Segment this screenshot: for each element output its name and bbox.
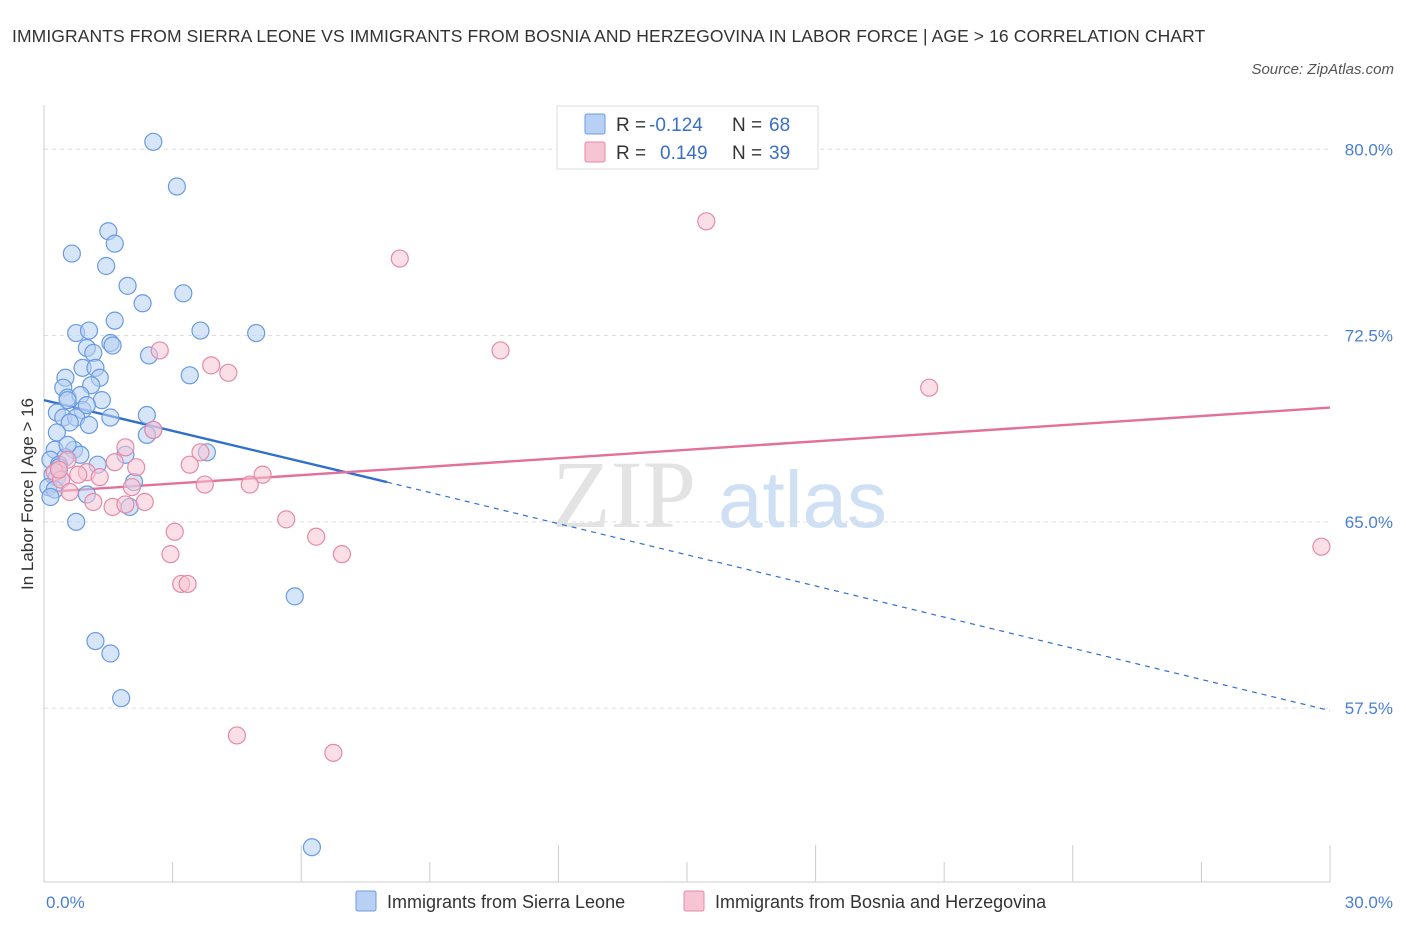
y-tick-label-3: 57.5% bbox=[1345, 699, 1393, 718]
point-bosnia-7 bbox=[144, 420, 163, 440]
point-sierra-leone-5 bbox=[97, 256, 116, 276]
watermark-atlas: atlas bbox=[718, 455, 887, 544]
point-bosnia-31 bbox=[161, 545, 180, 564]
stats-r-value-blue: -0.124 bbox=[649, 115, 703, 136]
point-bosnia-30 bbox=[307, 527, 326, 546]
series-bosnia bbox=[45, 212, 1331, 762]
trend-line-sierra-leone-extension bbox=[386, 481, 1331, 712]
y-axis-title: In Labor Force | Age > 16 bbox=[18, 398, 37, 590]
stats-n-label-pink: N = bbox=[732, 143, 762, 164]
point-sierra-leone-3 bbox=[105, 234, 124, 253]
legend-label-sierra-leone: Immigrants from Sierra Leone bbox=[387, 892, 625, 912]
point-sierra-leone-57 bbox=[41, 487, 60, 507]
point-bosnia-9 bbox=[191, 443, 210, 462]
x-ticks bbox=[43, 845, 1331, 882]
series-legend: Immigrants from Sierra Leone Immigrants … bbox=[355, 890, 1047, 912]
point-bosnia-37 bbox=[324, 743, 343, 762]
stats-legend: R = -0.124 N = 68 R = 0.149 N = 39 bbox=[556, 105, 819, 170]
point-sierra-leone-4 bbox=[62, 244, 81, 263]
stats-r-value-pink: 0.149 bbox=[660, 143, 708, 164]
point-bosnia-16 bbox=[69, 465, 88, 484]
point-bosnia-5 bbox=[219, 363, 238, 382]
point-sierra-leone-67 bbox=[77, 395, 96, 415]
point-bosnia-2 bbox=[491, 341, 510, 360]
point-bosnia-25 bbox=[135, 492, 154, 512]
trend-line-sierra-leone bbox=[43, 398, 388, 484]
point-sierra-leone-62 bbox=[101, 644, 120, 663]
stats-swatch-blue bbox=[584, 113, 606, 135]
stats-r-label-pink: R = bbox=[616, 143, 646, 164]
y-tick-label-2: 65.0% bbox=[1345, 513, 1393, 532]
point-bosnia-35 bbox=[1312, 537, 1331, 556]
point-bosnia-11 bbox=[105, 453, 124, 472]
point-sierra-leone-16 bbox=[84, 343, 103, 363]
point-sierra-leone-39 bbox=[47, 423, 66, 442]
point-bosnia-23 bbox=[60, 482, 79, 502]
point-sierra-leone-8 bbox=[174, 284, 193, 303]
legend-label-bosnia: Immigrants from Bosnia and Herzegovina bbox=[715, 892, 1047, 912]
legend-swatch-sierra-leone bbox=[355, 890, 377, 912]
point-sierra-leone-60 bbox=[285, 587, 304, 606]
point-bosnia-24 bbox=[84, 492, 103, 512]
point-sierra-leone-6 bbox=[118, 276, 137, 295]
point-bosnia-3 bbox=[150, 341, 169, 360]
point-bosnia-29 bbox=[165, 522, 184, 541]
point-bosnia-1 bbox=[390, 249, 409, 268]
point-bosnia-32 bbox=[332, 545, 352, 564]
x-tick-label-0: 0.0% bbox=[46, 893, 85, 912]
point-sierra-leone-9 bbox=[105, 311, 124, 330]
point-sierra-leone-17 bbox=[103, 336, 122, 355]
point-sierra-leone-0 bbox=[144, 132, 163, 151]
point-bosnia-21 bbox=[240, 475, 259, 494]
point-sierra-leone-23 bbox=[180, 366, 199, 385]
point-bosnia-4 bbox=[202, 356, 221, 375]
source-credit: Source: ZipAtlas.com bbox=[1251, 61, 1394, 78]
point-sierra-leone-59 bbox=[67, 512, 86, 531]
x-tick-label-1: 30.0% bbox=[1345, 893, 1393, 912]
stats-swatch-pink bbox=[584, 141, 606, 163]
series-sierra-leone bbox=[39, 132, 322, 857]
point-bosnia-13 bbox=[180, 455, 199, 474]
point-sierra-leone-12 bbox=[191, 321, 210, 340]
point-bosnia-34 bbox=[178, 574, 197, 594]
point-bosnia-27 bbox=[116, 495, 135, 514]
point-sierra-leone-13 bbox=[247, 323, 266, 343]
gridlines bbox=[44, 148, 1330, 709]
point-sierra-leone-11 bbox=[79, 321, 99, 340]
point-sierra-leone-61 bbox=[86, 631, 105, 651]
point-sierra-leone-28 bbox=[92, 391, 111, 410]
point-bosnia-12 bbox=[127, 458, 146, 477]
point-sierra-leone-32 bbox=[101, 408, 120, 427]
point-bosnia-38 bbox=[49, 460, 69, 479]
point-bosnia-8 bbox=[116, 438, 135, 457]
point-bosnia-28 bbox=[277, 510, 296, 529]
watermark-zip: ZIP bbox=[552, 441, 696, 548]
point-sierra-leone-29 bbox=[58, 391, 77, 410]
point-sierra-leone-37 bbox=[79, 415, 99, 435]
point-bosnia-20 bbox=[195, 475, 214, 494]
point-bosnia-18 bbox=[90, 468, 109, 487]
x-tick-labels: 0.0% 30.0% bbox=[46, 893, 1393, 912]
point-bosnia-36 bbox=[227, 726, 246, 745]
point-sierra-leone-7 bbox=[133, 294, 152, 313]
y-tick-label-1: 72.5% bbox=[1345, 327, 1393, 346]
stats-n-value-blue: 68 bbox=[769, 115, 790, 136]
legend-swatch-bosnia bbox=[683, 890, 705, 912]
y-tick-label-0: 80.0% bbox=[1345, 140, 1393, 159]
point-bosnia-0 bbox=[697, 212, 716, 231]
y-tick-labels: 80.0% 72.5% 65.0% 57.5% bbox=[1345, 140, 1393, 718]
point-sierra-leone-63 bbox=[112, 689, 131, 708]
chart-title: IMMIGRANTS FROM SIERRA LEONE VS IMMIGRAN… bbox=[12, 26, 1206, 46]
point-bosnia-17 bbox=[253, 465, 272, 484]
stats-n-value-pink: 39 bbox=[769, 143, 790, 164]
point-bosnia-6 bbox=[920, 378, 939, 397]
stats-n-label-blue: N = bbox=[732, 115, 762, 136]
point-sierra-leone-64 bbox=[302, 838, 322, 857]
point-sierra-leone-1 bbox=[167, 177, 186, 196]
point-bosnia-22 bbox=[122, 477, 141, 497]
point-sierra-leone-36 bbox=[60, 413, 79, 432]
stats-r-label-blue: R = bbox=[616, 115, 646, 136]
